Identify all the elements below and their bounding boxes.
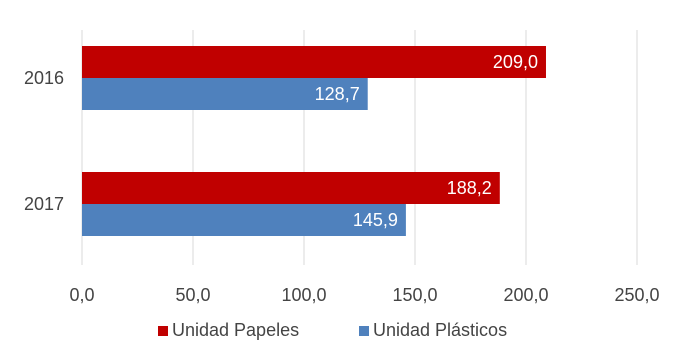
bars xyxy=(82,46,546,236)
data-label-unidad-papeles-2017: 188,2 xyxy=(447,178,492,198)
bar-unidad-pl-sticos-2017 xyxy=(82,204,406,236)
bar-unidad-pl-sticos-2016 xyxy=(82,78,368,110)
data-label-unidad-pl-sticos-2017: 145,9 xyxy=(353,210,398,230)
data-labels: 209,0 128,7 188,2 145,9 xyxy=(315,52,538,230)
x-tick-label-5: 250,0 xyxy=(614,285,659,305)
data-label-unidad-pl-sticos-2016: 128,7 xyxy=(315,84,360,104)
x-tick-label-0: 0,0 xyxy=(69,285,94,305)
bar-unidad-papeles-2017 xyxy=(82,172,500,204)
legend-label-unidad-papeles: Unidad Papeles xyxy=(172,320,299,340)
category-label-2017: 2017 xyxy=(24,194,64,214)
bar-unidad-papeles-2016 xyxy=(82,46,546,78)
data-label-unidad-papeles-2016: 209,0 xyxy=(493,52,538,72)
x-tick-label-2: 100,0 xyxy=(281,285,326,305)
x-tick-label-4: 200,0 xyxy=(503,285,548,305)
legend-swatch-unidad-papeles xyxy=(158,326,168,336)
x-tick-label-3: 150,0 xyxy=(392,285,437,305)
legend-swatch-unidad-pl-sticos xyxy=(359,326,369,336)
legend: Unidad Papeles Unidad Plásticos xyxy=(158,320,507,340)
x-tick-label-1: 50,0 xyxy=(175,285,210,305)
legend-label-unidad-pl-sticos: Unidad Plásticos xyxy=(373,320,507,340)
category-label-2016: 2016 xyxy=(24,68,64,88)
category-labels: 2016 2017 xyxy=(24,68,64,214)
x-axis-tick-labels: 0,0 50,0 100,0 150,0 200,0 250,0 xyxy=(69,285,659,305)
